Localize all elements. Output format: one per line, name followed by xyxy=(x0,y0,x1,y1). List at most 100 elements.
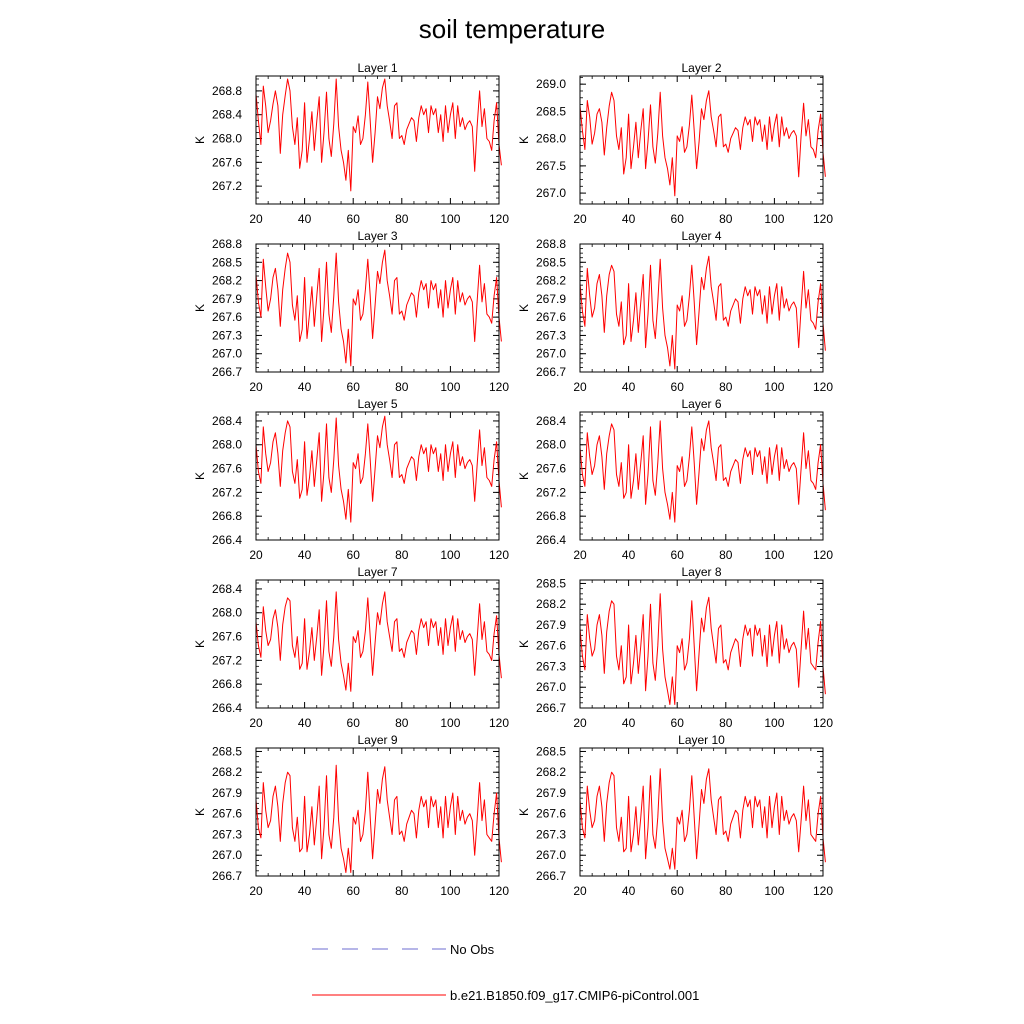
y-tick-label: 268.2 xyxy=(212,274,242,288)
x-tick-label: 80 xyxy=(719,716,733,730)
series-line xyxy=(255,591,502,692)
x-tick-label: 40 xyxy=(298,212,312,226)
panel-layer-10: Layer 10 K 20 40 60 80 100 120 266.7 267.0 267.3 26… xyxy=(517,733,833,898)
x-tick-label: 60 xyxy=(347,380,361,394)
series-line xyxy=(255,78,502,192)
legend: No Obs b.e21.B1850.f09_g17.CMIP6-piContro… xyxy=(312,942,699,1003)
plot-frame xyxy=(579,411,824,541)
y-tick-label: 268.4 xyxy=(212,108,242,122)
y-tick-label: 267.3 xyxy=(212,328,242,342)
x-tick-label: 20 xyxy=(249,548,263,562)
y-tick-label: 266.7 xyxy=(212,869,242,883)
plot-frame xyxy=(255,579,500,709)
x-tick-label: 100 xyxy=(440,716,460,730)
x-tick-label: 20 xyxy=(573,212,587,226)
y-tick-label: 266.7 xyxy=(536,365,566,379)
y-tick-label: 267.0 xyxy=(536,848,566,862)
y-tick-label: 268.2 xyxy=(536,765,566,779)
x-tick-label: 40 xyxy=(298,884,312,898)
y-tick-label: 267.6 xyxy=(536,639,566,653)
panel-title: Layer 7 xyxy=(357,565,397,579)
panel-layer-9: Layer 9 K 20 40 60 80 100 120 266.7 267.0 267.3 267… xyxy=(193,733,509,898)
x-tick-label: 40 xyxy=(622,380,636,394)
x-tick-label: 100 xyxy=(764,548,784,562)
panel-layer-6: Layer 6 K 20 40 60 80 100 120 266.4 266.8 267.2 267… xyxy=(517,397,833,562)
x-tick-label: 120 xyxy=(489,884,509,898)
panel-layer-4: Layer 4 K 20 40 60 80 100 120 266.7 267.0 267.3 267… xyxy=(517,229,833,394)
x-tick-label: 80 xyxy=(395,548,409,562)
x-tick-label: 120 xyxy=(813,548,833,562)
y-axis-label: K xyxy=(517,304,531,312)
y-tick-label: 267.9 xyxy=(536,786,566,800)
plot-frame xyxy=(579,579,824,709)
y-tick-label: 268.5 xyxy=(212,255,242,269)
y-tick-label: 266.4 xyxy=(536,533,566,547)
y-tick-label: 266.8 xyxy=(212,509,242,523)
x-tick-label: 60 xyxy=(347,212,361,226)
x-tick-label: 100 xyxy=(440,548,460,562)
y-tick-label: 267.9 xyxy=(536,618,566,632)
y-axis-label: K xyxy=(517,472,531,480)
x-tick-label: 20 xyxy=(249,212,263,226)
panel-layer-2: Layer 2 K 20 40 60 80 100 120 267.0 267.5 268.0 268… xyxy=(517,61,833,226)
y-tick-label: 267.2 xyxy=(212,653,242,667)
y-tick-label: 267.6 xyxy=(212,155,242,169)
y-tick-label: 267.3 xyxy=(536,328,566,342)
plot-frame xyxy=(255,243,500,373)
y-tick-label: 267.0 xyxy=(536,347,566,361)
x-tick-label: 100 xyxy=(764,884,784,898)
y-tick-label: 267.2 xyxy=(212,485,242,499)
x-tick-label: 100 xyxy=(440,212,460,226)
x-tick-label: 120 xyxy=(813,380,833,394)
plot-frame xyxy=(255,411,500,541)
y-axis-label: K xyxy=(517,640,531,648)
y-axis-label: K xyxy=(193,640,207,648)
x-tick-label: 20 xyxy=(573,548,587,562)
y-tick-label: 267.2 xyxy=(536,485,566,499)
x-tick-label: 120 xyxy=(489,380,509,394)
y-tick-label: 268.8 xyxy=(212,237,242,251)
y-tick-label: 266.7 xyxy=(536,869,566,883)
y-tick-label: 268.0 xyxy=(212,438,242,452)
y-tick-label: 268.4 xyxy=(536,414,566,428)
x-tick-label: 20 xyxy=(573,716,587,730)
y-tick-label: 267.0 xyxy=(212,848,242,862)
x-tick-label: 80 xyxy=(395,716,409,730)
y-tick-label: 267.2 xyxy=(212,179,242,193)
y-tick-label: 267.9 xyxy=(212,292,242,306)
y-tick-label: 267.9 xyxy=(536,292,566,306)
x-tick-label: 80 xyxy=(719,380,733,394)
y-tick-label: 267.0 xyxy=(536,680,566,694)
legend-model-label: b.e21.B1850.f09_g17.CMIP6-piControl.001 xyxy=(450,988,699,1003)
panel-title: Layer 3 xyxy=(357,229,397,243)
y-tick-label: 267.0 xyxy=(212,347,242,361)
panel-title: Layer 6 xyxy=(681,397,721,411)
y-tick-label: 268.0 xyxy=(536,438,566,452)
y-tick-label: 266.7 xyxy=(536,701,566,715)
y-tick-label: 267.6 xyxy=(212,630,242,644)
x-tick-label: 20 xyxy=(249,716,263,730)
x-tick-label: 20 xyxy=(573,884,587,898)
x-tick-label: 20 xyxy=(249,884,263,898)
x-tick-label: 40 xyxy=(622,716,636,730)
y-tick-label: 268.5 xyxy=(536,576,566,590)
plot-frame xyxy=(579,243,824,373)
plot-frame xyxy=(579,747,824,877)
series-line xyxy=(579,90,826,197)
x-tick-label: 120 xyxy=(489,548,509,562)
x-tick-label: 100 xyxy=(440,884,460,898)
x-tick-label: 60 xyxy=(671,380,685,394)
x-tick-label: 60 xyxy=(347,716,361,730)
x-tick-label: 80 xyxy=(719,212,733,226)
y-tick-label: 267.6 xyxy=(212,310,242,324)
panel-title: Layer 9 xyxy=(357,733,397,747)
x-tick-label: 80 xyxy=(395,884,409,898)
panel-layer-8: Layer 8 K 20 40 60 80 100 120 266.7 267.0 267.3 267… xyxy=(517,565,833,730)
panel-layer-1: Layer 1 K 20 40 60 80 100 120 267.2 267.6 268.0 268… xyxy=(193,61,509,226)
x-tick-label: 40 xyxy=(298,548,312,562)
x-tick-label: 60 xyxy=(671,716,685,730)
x-tick-label: 40 xyxy=(298,716,312,730)
x-tick-label: 60 xyxy=(347,548,361,562)
panel-title: Layer 5 xyxy=(357,397,397,411)
